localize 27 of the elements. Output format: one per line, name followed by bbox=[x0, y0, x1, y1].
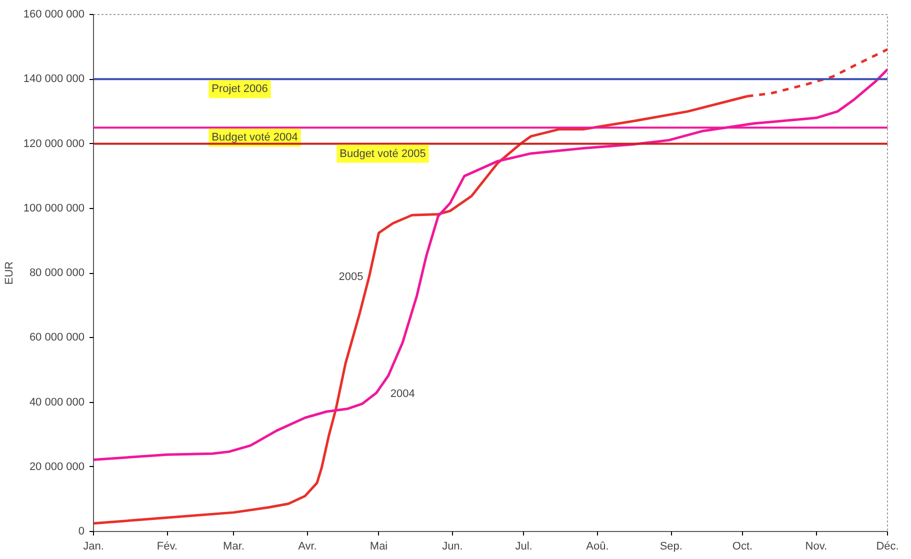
x-tick-label: Jul. bbox=[515, 540, 532, 552]
y-tick-label: 140 000 000 bbox=[23, 73, 84, 86]
y-tick-label: 100 000 000 bbox=[23, 202, 84, 214]
y-tick-label: 20 000 000 bbox=[29, 460, 85, 473]
y-tick-label: 60 000 000 bbox=[29, 332, 85, 344]
x-tick-label: Mar. bbox=[223, 540, 244, 552]
x-tick-label: Mai bbox=[370, 540, 388, 552]
x-tick-label: Jan. bbox=[83, 540, 104, 552]
y-tick-label: 80 000 000 bbox=[29, 267, 85, 279]
x-tick-label: Aoû. bbox=[586, 540, 609, 552]
ref-line-label: Budget voté 2005 bbox=[340, 148, 426, 160]
y-axis-title: EUR bbox=[3, 261, 16, 285]
x-tick-label: Fév. bbox=[156, 540, 178, 552]
x-tick-label: Déc. bbox=[876, 540, 899, 552]
series-label: 2004 bbox=[390, 388, 415, 400]
y-tick-label: 160 000 000 bbox=[23, 8, 84, 20]
ref-line-label: Budget voté 2004 bbox=[212, 132, 298, 144]
y-tick-label: 0 bbox=[78, 526, 85, 538]
x-tick-label: Sep. bbox=[660, 540, 682, 552]
x-tick-label: Avr. bbox=[298, 540, 317, 552]
series-label: 2005 bbox=[338, 271, 364, 284]
x-tick-label: Oct. bbox=[732, 540, 753, 552]
y-tick-label: 40 000 000 bbox=[29, 396, 85, 408]
ref-line-label: Projet 2006 bbox=[212, 83, 268, 96]
x-tick-label: Nov. bbox=[805, 540, 828, 552]
y-tick-label: 120 000 000 bbox=[23, 138, 84, 150]
x-tick-label: Jun. bbox=[442, 540, 463, 552]
